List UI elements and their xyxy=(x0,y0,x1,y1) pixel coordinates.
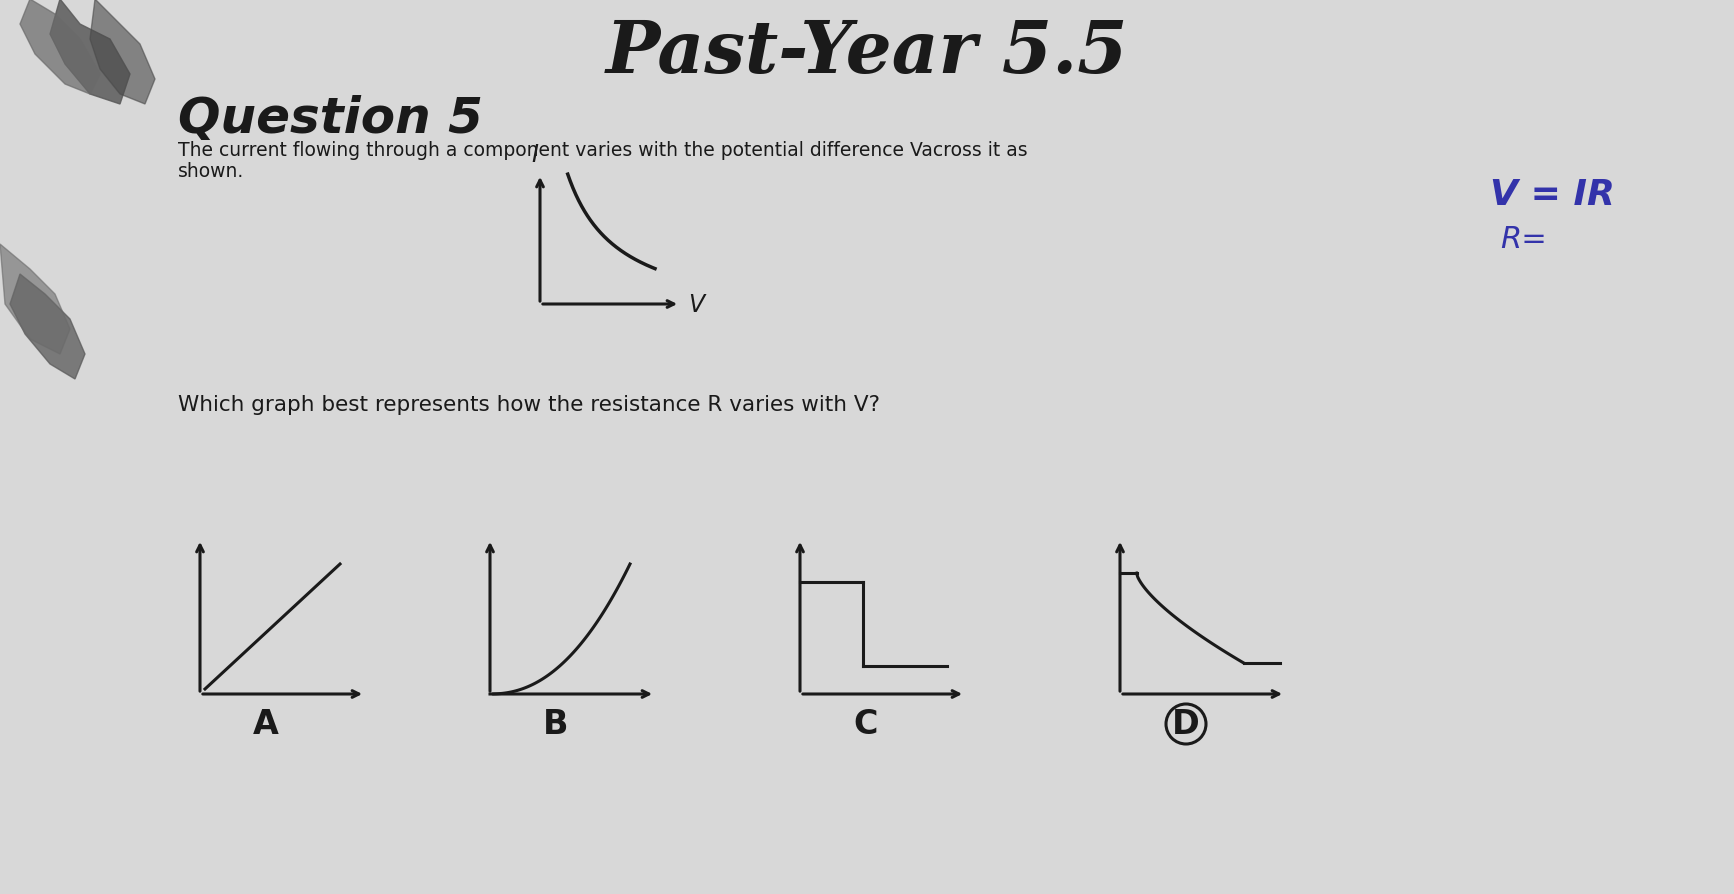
Text: R=: R= xyxy=(1500,225,1547,254)
Polygon shape xyxy=(90,0,154,105)
Text: V: V xyxy=(688,292,704,316)
Text: shown.: shown. xyxy=(179,162,244,181)
Polygon shape xyxy=(50,0,130,105)
Polygon shape xyxy=(0,245,69,355)
Text: The current flowing through a component varies with the potential difference Vac: The current flowing through a component … xyxy=(179,141,1028,160)
Text: B: B xyxy=(543,708,569,740)
Polygon shape xyxy=(10,274,85,380)
Polygon shape xyxy=(21,0,101,95)
Text: C: C xyxy=(853,708,877,740)
Text: Question 5: Question 5 xyxy=(179,95,482,143)
Text: A: A xyxy=(253,708,279,740)
Text: Past-Year 5.5: Past-Year 5.5 xyxy=(605,17,1129,88)
Text: Which graph best represents how the resistance R varies with V?: Which graph best represents how the resi… xyxy=(179,394,879,415)
Text: D: D xyxy=(1172,708,1200,740)
Text: I: I xyxy=(532,143,539,167)
Text: V = IR: V = IR xyxy=(1490,178,1614,212)
